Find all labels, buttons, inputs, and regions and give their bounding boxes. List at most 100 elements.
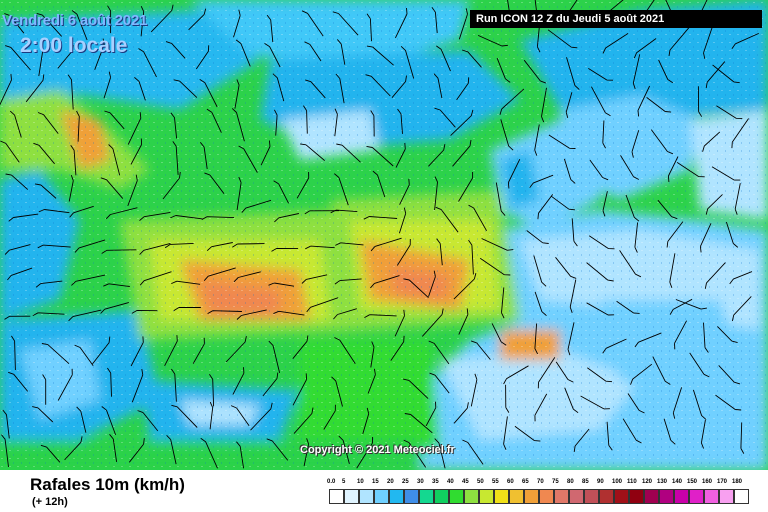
wind-arrow [468, 239, 474, 275]
wind-arrow [333, 308, 357, 320]
scale-tick-label: 30 [417, 479, 424, 485]
scale-tick-label: 15 [372, 479, 379, 485]
wind-arrow [602, 120, 606, 149]
wind-arrow [69, 205, 94, 218]
wind-arrow [139, 271, 172, 286]
wind-arrow [676, 162, 705, 178]
wind-arrow [25, 74, 45, 103]
wind-arrow [619, 250, 642, 278]
wind-arrow [625, 194, 640, 222]
wind-arrow [534, 323, 539, 355]
wind-arrow [370, 341, 375, 368]
scale-color-box [539, 489, 554, 504]
wind-arrow [338, 435, 350, 465]
wind-arrow [206, 108, 222, 133]
wind-arrow [675, 299, 707, 310]
scale-color-box [599, 489, 614, 504]
scale-color-box [704, 489, 719, 504]
wind-arrow [230, 405, 250, 427]
scale-tick-label: 120 [642, 479, 653, 485]
wind-arrow [428, 144, 446, 167]
wind-arrow [667, 156, 679, 183]
wind-arrow [731, 32, 759, 49]
wind-arrow [67, 74, 74, 110]
scale-tick-label: 50 [477, 479, 484, 485]
scale-tick-label: 75 [552, 479, 559, 485]
wind-arrow [547, 29, 578, 49]
wind-arrow [500, 119, 514, 151]
wind-arrow [100, 177, 124, 199]
wind-arrow [260, 140, 271, 166]
wind-arrow [37, 244, 71, 249]
scale-tick-label: 70 [537, 479, 544, 485]
wind-arrow [715, 394, 742, 411]
wind-arrow [76, 110, 80, 142]
wind-arrow [32, 312, 65, 316]
wind-arrow [479, 257, 511, 276]
wind-arrow [533, 255, 547, 287]
wind-arrow [433, 73, 443, 99]
wind-arrow [356, 436, 374, 469]
wind-arrow [301, 10, 324, 37]
wind-arrow [507, 159, 521, 189]
wind-arrow [391, 75, 407, 98]
wind-arrow [107, 5, 112, 34]
wind-arrow [100, 302, 130, 314]
wind-arrow [580, 395, 610, 410]
wind-arrow [631, 130, 640, 158]
wind-arrow [232, 367, 245, 395]
wind-arrow [234, 79, 240, 109]
wind-arrow [514, 425, 541, 442]
wind-arrow [137, 410, 159, 432]
wind-arrow [567, 322, 575, 356]
wind-arrow [250, 402, 273, 431]
wind-arrow [689, 352, 710, 378]
wind-arrow [4, 315, 31, 320]
valid-date: Vendredi 6 août 2021 [2, 12, 148, 29]
wind-arrow [162, 171, 181, 200]
wind-arrow [38, 209, 70, 214]
scale-color-box [494, 489, 509, 504]
wind-arrow [334, 278, 362, 285]
wind-arrow [632, 54, 641, 90]
wind-arrow [188, 8, 207, 31]
wind-arrow [537, 194, 554, 220]
wind-arrow [57, 368, 73, 401]
wind-arrow [41, 343, 70, 365]
wind-arrow [203, 267, 236, 281]
wind-arrow [491, 323, 507, 346]
wind-arrow [108, 144, 121, 176]
wind-arrow [165, 41, 186, 59]
scale-tick-label: 10 [357, 479, 364, 485]
wind-arrow [501, 287, 505, 319]
wind-arrow [199, 142, 208, 170]
wind-arrow [264, 43, 281, 68]
wind-arrow [398, 207, 407, 234]
wind-arrow [702, 131, 721, 152]
wind-arrow [209, 401, 214, 430]
wind-arrow [666, 221, 684, 248]
wind-arrow [699, 223, 712, 253]
scale-color-box [734, 489, 749, 504]
wind-arrow [233, 9, 241, 38]
wind-arrow [587, 367, 613, 383]
wind-arrow [537, 357, 556, 389]
wind-arrow [586, 262, 614, 282]
scale-color-box [464, 489, 479, 504]
wind-arrow [140, 6, 145, 37]
wind-arrow [0, 73, 12, 106]
scale-color-box [509, 489, 524, 504]
wind-arrow [370, 237, 402, 252]
wind-arrow [64, 436, 83, 461]
wind-arrow [364, 314, 397, 318]
wind-arrow [436, 238, 443, 266]
wind-arrow [573, 428, 590, 452]
wind-arrow [565, 92, 573, 119]
wind-arrow [434, 438, 446, 469]
scale-tick-label: 100 [612, 479, 623, 485]
wind-arrow [731, 118, 749, 149]
wind-arrow [233, 271, 261, 283]
wind-arrow [458, 308, 469, 335]
wind-arrow [334, 337, 356, 365]
wind-arrow [718, 365, 741, 385]
